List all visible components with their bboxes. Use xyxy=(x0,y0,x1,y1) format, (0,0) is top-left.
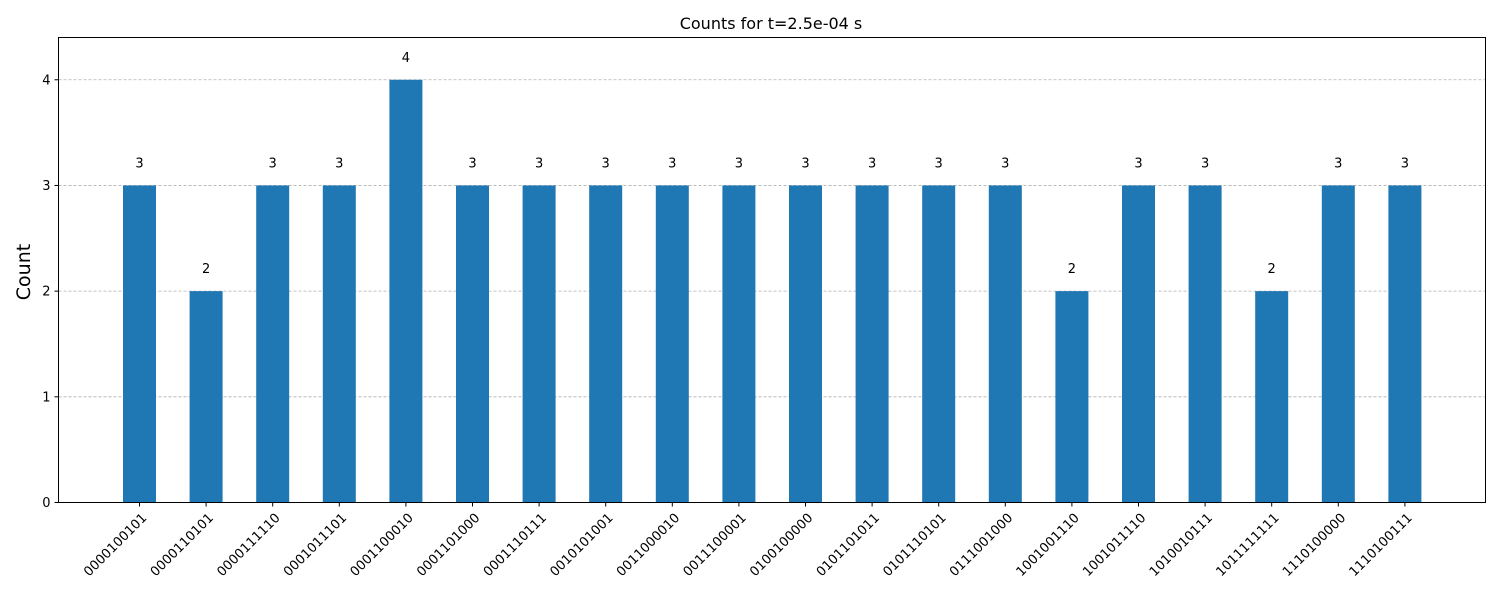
bar-value-label: 3 xyxy=(602,156,610,171)
y-tick-label: 0 xyxy=(42,496,50,511)
bar xyxy=(589,185,623,503)
bar xyxy=(1122,185,1155,503)
bar-value-label: 4 xyxy=(402,51,410,66)
x-tick-label: 0001101000 xyxy=(414,511,483,580)
bar-value-label: 3 xyxy=(269,156,277,171)
x-tick-label: 0011100001 xyxy=(681,511,750,580)
bar xyxy=(655,185,689,503)
x-tick-label: 0101101011 xyxy=(814,511,883,580)
x-tick-label: 0001110111 xyxy=(481,511,550,580)
y-tick-label: 1 xyxy=(42,390,50,405)
bar-value-labels: 3 2 3 3 4 3 3 3 3 3 3 3 3 3 2 3 3 2 3 3 xyxy=(135,51,1409,277)
y-tick-label: 3 xyxy=(42,179,50,194)
x-tick-label: 0001100010 xyxy=(348,511,417,580)
y-tick-label: 4 xyxy=(42,73,50,88)
plot-frame xyxy=(58,37,1486,503)
x-tick-label: 1010010111 xyxy=(1147,511,1216,580)
bar-value-label: 2 xyxy=(1268,262,1276,277)
x-tick-label: 1110100000 xyxy=(1280,511,1349,580)
bars xyxy=(123,79,1422,503)
bar-value-label: 3 xyxy=(801,156,809,171)
x-tick-label: 0101110101 xyxy=(880,511,949,580)
bar xyxy=(256,185,290,503)
bar xyxy=(722,185,756,503)
bar xyxy=(123,185,156,503)
bar xyxy=(1321,185,1355,503)
bar-value-label: 3 xyxy=(735,156,743,171)
bar-value-label: 3 xyxy=(1334,156,1342,171)
bar-value-label: 3 xyxy=(135,156,143,171)
bar xyxy=(988,185,1022,503)
x-tick-label: 0000110101 xyxy=(148,511,217,580)
x-tick-label: 0010101001 xyxy=(547,511,616,580)
y-axis-ticks: 0 1 2 3 4 xyxy=(42,73,59,511)
bar-value-label: 3 xyxy=(1001,156,1009,171)
bar xyxy=(1388,185,1422,503)
bar xyxy=(389,79,423,503)
bar-value-label: 3 xyxy=(1134,156,1142,171)
chart-title: Counts for t=2.5e-04 s xyxy=(680,14,863,33)
bar-value-label: 3 xyxy=(1201,156,1209,171)
x-tick-label: 1001001110 xyxy=(1014,511,1083,580)
y-axis-label: Count xyxy=(13,244,35,300)
bar-value-label: 3 xyxy=(335,156,343,171)
bar xyxy=(522,185,556,503)
bar-value-label: 3 xyxy=(535,156,543,171)
bar-value-label: 2 xyxy=(1068,262,1076,277)
bar-value-label: 3 xyxy=(1401,156,1409,171)
y-tick-label: 2 xyxy=(42,285,50,300)
bar xyxy=(456,185,489,503)
bar xyxy=(1255,291,1289,503)
x-tick-label: 0111001000 xyxy=(947,511,1016,580)
x-tick-label: 1011111111 xyxy=(1213,511,1282,580)
bar-value-label: 3 xyxy=(468,156,476,171)
bar-value-label: 3 xyxy=(868,156,876,171)
bar xyxy=(322,185,356,503)
bar xyxy=(855,185,889,503)
x-tick-label: 0000111110 xyxy=(214,511,283,580)
x-tick-label: 0000100101 xyxy=(81,511,150,580)
x-axis-ticks: 0000100101000011010100001111100001011101… xyxy=(81,502,1416,580)
x-tick-label: 0011000010 xyxy=(614,511,683,580)
x-tick-label: 0001011101 xyxy=(281,511,350,580)
grid-lines xyxy=(58,79,1486,398)
bar xyxy=(922,185,956,503)
bar xyxy=(789,185,822,503)
bar-value-label: 2 xyxy=(202,262,210,277)
x-tick-label: 0100100000 xyxy=(747,511,816,580)
bar-value-label: 3 xyxy=(668,156,676,171)
x-tick-label: 1110100111 xyxy=(1347,511,1416,580)
x-tick-label: 1001011110 xyxy=(1080,511,1149,580)
bar xyxy=(1188,185,1222,503)
bar xyxy=(189,291,223,503)
bar xyxy=(1055,291,1089,503)
bar-value-label: 3 xyxy=(935,156,943,171)
